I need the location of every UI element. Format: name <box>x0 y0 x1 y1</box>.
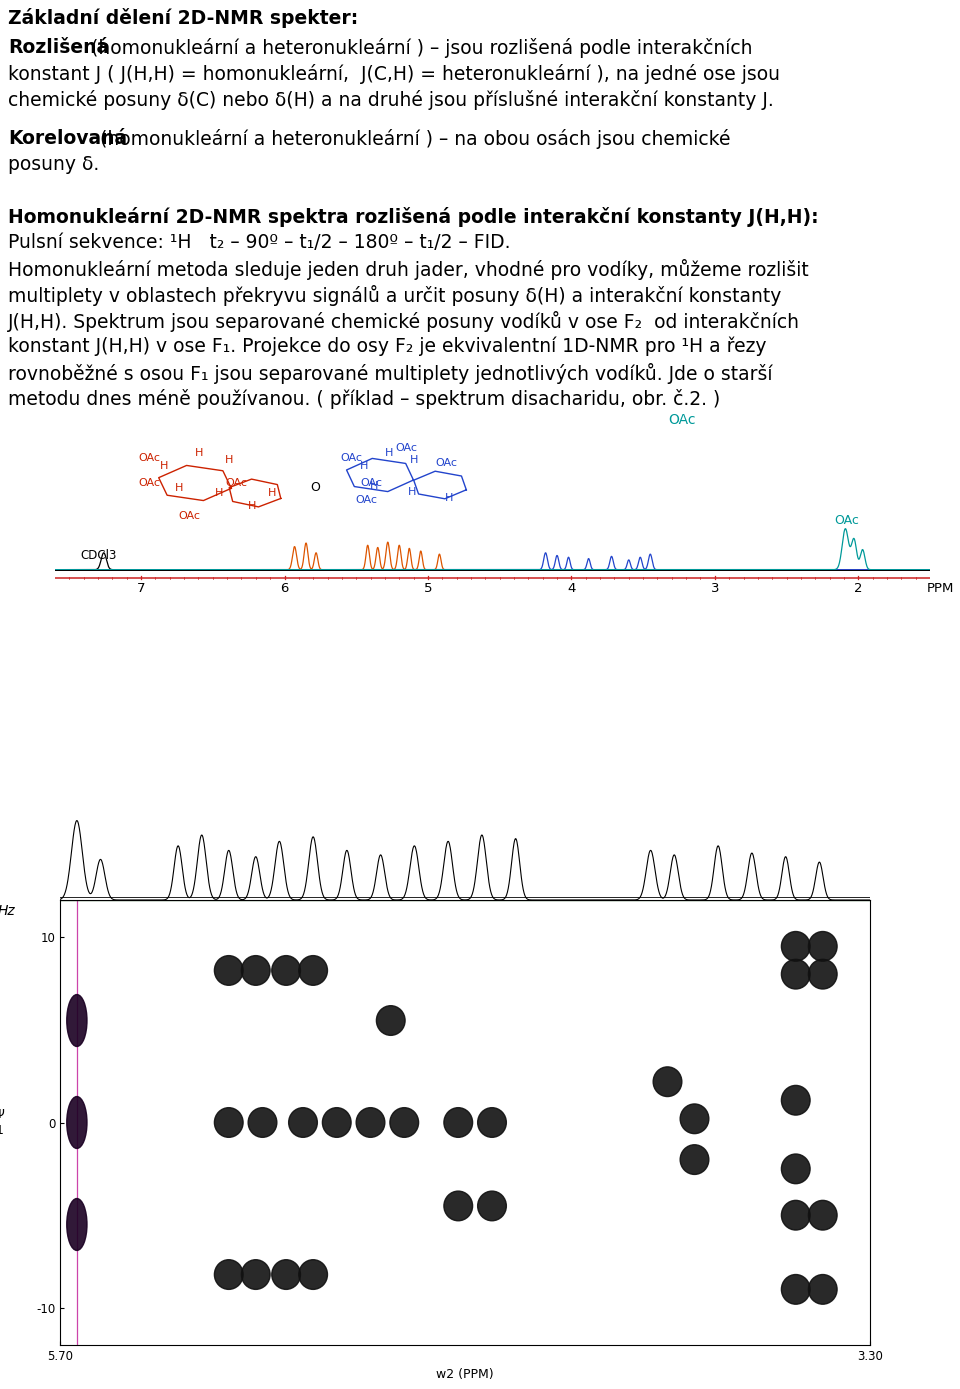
Ellipse shape <box>241 1260 270 1289</box>
Ellipse shape <box>272 1260 300 1289</box>
Text: H: H <box>370 481 378 490</box>
Ellipse shape <box>680 1104 708 1133</box>
Text: chemické posuny δ(C) nebo δ(H) a na druhé jsou příslušné interakční konstanty J.: chemické posuny δ(C) nebo δ(H) a na druh… <box>8 90 774 110</box>
Text: H: H <box>160 461 168 471</box>
Text: Hz: Hz <box>0 904 15 918</box>
Text: H: H <box>248 501 256 511</box>
Ellipse shape <box>241 956 270 985</box>
Ellipse shape <box>808 932 837 961</box>
Ellipse shape <box>653 1067 682 1096</box>
X-axis label: w2 (PPM): w2 (PPM) <box>436 1368 493 1382</box>
Text: 6: 6 <box>280 582 289 594</box>
Ellipse shape <box>390 1107 419 1138</box>
Text: Základní dělení 2D-NMR spekter:: Základní dělení 2D-NMR spekter: <box>8 8 358 28</box>
Text: H: H <box>225 456 233 465</box>
Text: OAc: OAc <box>668 413 695 426</box>
Text: posuny δ.: posuny δ. <box>8 156 99 174</box>
Text: metodu dnes méně používanou. ( příklad – spektrum disacharidu, obr. č.2. ): metodu dnes méně používanou. ( příklad –… <box>8 389 720 408</box>
Text: H: H <box>175 483 183 493</box>
Ellipse shape <box>272 956 300 985</box>
Ellipse shape <box>299 956 327 985</box>
Text: (homonukleární a heteronukleární ) – na obou osách jsou chemické: (homonukleární a heteronukleární ) – na … <box>94 129 731 149</box>
Text: CDCl3: CDCl3 <box>81 549 117 561</box>
Ellipse shape <box>214 1260 243 1289</box>
Text: OAc: OAc <box>355 494 377 506</box>
Ellipse shape <box>781 1085 810 1115</box>
Text: OAc: OAc <box>178 511 200 521</box>
Text: OAc: OAc <box>395 443 417 453</box>
Text: 4: 4 <box>567 582 576 594</box>
Text: 2: 2 <box>854 582 862 594</box>
Ellipse shape <box>808 1200 837 1231</box>
Text: H: H <box>360 461 369 471</box>
Text: 3: 3 <box>710 582 719 594</box>
Ellipse shape <box>67 1096 87 1149</box>
Ellipse shape <box>781 932 810 961</box>
Text: Ψ
1: Ψ 1 <box>0 1108 4 1136</box>
Ellipse shape <box>478 1107 506 1138</box>
Text: Homonukleární metoda sleduje jeden druh jader, vhodné pro vodíky, můžeme rozliši: Homonukleární metoda sleduje jeden druh … <box>8 258 808 281</box>
Ellipse shape <box>323 1107 351 1138</box>
Ellipse shape <box>781 1200 810 1231</box>
Text: Rozlišená: Rozlišená <box>8 38 109 57</box>
Text: H: H <box>410 456 419 465</box>
Text: OAc: OAc <box>834 514 859 526</box>
Ellipse shape <box>376 1006 405 1035</box>
Text: OAc: OAc <box>435 458 457 468</box>
Ellipse shape <box>808 1275 837 1304</box>
Text: H: H <box>268 488 276 499</box>
Text: J(H,H). Spektrum jsou separované chemické posuny vodíků v ose F₂  od interakčníc: J(H,H). Spektrum jsou separované chemick… <box>8 311 800 332</box>
Ellipse shape <box>478 1192 506 1221</box>
Ellipse shape <box>680 1145 708 1175</box>
Text: H: H <box>408 488 417 497</box>
Text: H: H <box>215 488 224 499</box>
Ellipse shape <box>444 1107 472 1138</box>
Text: OAc: OAc <box>138 453 160 463</box>
Text: OAc: OAc <box>360 478 382 488</box>
Text: konstant J(H,H) v ose F₁. Projekce do osy F₂ je ekvivalentní 1D-NMR pro ¹H a řez: konstant J(H,H) v ose F₁. Projekce do os… <box>8 338 766 357</box>
Ellipse shape <box>781 1275 810 1304</box>
Text: OAc: OAc <box>340 453 362 463</box>
Text: PPM: PPM <box>927 582 954 594</box>
Text: Homonukleární 2D-NMR spektra rozlišená podle interakční konstanty J(H,H):: Homonukleární 2D-NMR spektra rozlišená p… <box>8 207 819 226</box>
Text: (homonukleární a heteronukleární ) – jsou rozlišená podle interakčních: (homonukleární a heteronukleární ) – jso… <box>85 38 753 58</box>
Ellipse shape <box>781 1154 810 1183</box>
Text: 7: 7 <box>137 582 145 594</box>
Text: 5: 5 <box>423 582 432 594</box>
Ellipse shape <box>248 1107 276 1138</box>
Ellipse shape <box>214 956 243 985</box>
Text: konstant J ( J(H,H) = homonukleární,  J(C,H) = heteronukleární ), na jedné ose j: konstant J ( J(H,H) = homonukleární, J(C… <box>8 64 780 83</box>
Text: H: H <box>385 449 394 458</box>
Text: Korelovaná: Korelovaná <box>8 129 127 149</box>
Text: O: O <box>310 481 320 494</box>
Text: H: H <box>195 449 204 458</box>
Ellipse shape <box>214 1107 243 1138</box>
Text: H: H <box>445 493 453 503</box>
Text: OAc: OAc <box>225 478 247 488</box>
Ellipse shape <box>808 960 837 989</box>
Text: rovnoběžné s osou F₁ jsou separované multiplety jednotlivých vodíků. Jde o starš: rovnoběžné s osou F₁ jsou separované mul… <box>8 363 773 383</box>
Ellipse shape <box>781 960 810 989</box>
Text: multiplety v oblastech překryvu signálů a určit posuny δ(H) a interakční konstan: multiplety v oblastech překryvu signálů … <box>8 285 781 306</box>
Text: Pulsní sekvence: ¹H   t₂ – 90º – t₁/2 – 180º – t₁/2 – FID.: Pulsní sekvence: ¹H t₂ – 90º – t₁/2 – 18… <box>8 233 511 251</box>
Ellipse shape <box>299 1260 327 1289</box>
Text: OAc: OAc <box>138 478 160 488</box>
Ellipse shape <box>356 1107 385 1138</box>
Ellipse shape <box>67 995 87 1046</box>
Ellipse shape <box>67 1199 87 1250</box>
Ellipse shape <box>289 1107 318 1138</box>
Ellipse shape <box>444 1192 472 1221</box>
